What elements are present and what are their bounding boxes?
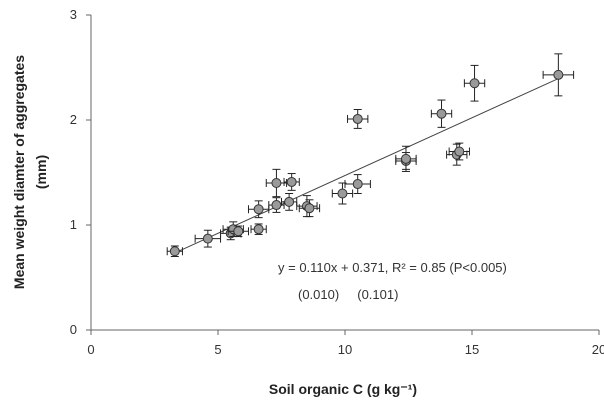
point-marker — [253, 204, 264, 215]
point-marker — [253, 224, 264, 235]
point-marker — [352, 179, 363, 190]
data-point — [430, 99, 453, 128]
y-tick-label: 1 — [70, 217, 77, 232]
data-point — [281, 193, 298, 211]
data-point — [194, 229, 222, 248]
point-marker — [400, 153, 411, 164]
point-marker — [337, 188, 348, 199]
data-point — [247, 200, 270, 219]
data-point — [283, 173, 300, 191]
y-axis-title-line2: (mm) — [33, 155, 49, 189]
x-tick-label: 5 — [214, 342, 221, 357]
data-point — [463, 64, 486, 102]
x-axis-title: Soil organic C (g kg⁻¹) — [269, 381, 417, 397]
point-marker — [233, 226, 244, 237]
data-point — [166, 245, 183, 257]
x-ticks: 0 5 10 15 20 — [87, 330, 604, 357]
y-tick-label: 3 — [70, 7, 77, 22]
data-point — [265, 168, 288, 198]
y-axis-title: Mean weight diamter of aggregates (mm) — [11, 55, 49, 289]
point-marker — [271, 178, 282, 188]
regression-equation: y = 0.110x + 0.371, R² = 0.85 (P<0.005) — [278, 260, 507, 275]
trend-line — [174, 78, 559, 254]
y-tick-label: 2 — [70, 112, 77, 127]
data-point — [344, 174, 371, 194]
data-point — [250, 223, 267, 235]
axes: 0 5 10 15 20 0 1 2 3 — [70, 7, 604, 357]
point-marker — [553, 69, 564, 80]
data-point — [395, 145, 417, 172]
point-marker — [169, 246, 180, 257]
point-marker — [469, 78, 480, 89]
y-tick-label: 0 — [70, 322, 77, 337]
data-points — [166, 53, 575, 257]
data-point — [227, 225, 249, 238]
y-axis-title-line1: Mean weight diamter of aggregates — [11, 55, 27, 289]
x-tick-label: 10 — [338, 342, 352, 357]
point-marker — [454, 146, 465, 157]
x-tick-label: 0 — [87, 342, 94, 357]
regression-standard-errors: (0.010) (0.101) — [298, 287, 398, 302]
data-point — [347, 109, 369, 129]
data-point — [448, 142, 470, 161]
point-marker — [284, 196, 295, 207]
data-point — [331, 182, 354, 205]
x-tick-label: 20 — [592, 342, 604, 357]
point-marker — [202, 233, 213, 244]
point-marker — [286, 176, 297, 187]
x-tick-label: 15 — [465, 342, 479, 357]
data-point — [542, 53, 575, 97]
y-ticks: 0 1 2 3 — [70, 7, 91, 337]
point-marker — [352, 113, 363, 124]
data-point — [298, 199, 321, 218]
point-marker — [271, 200, 282, 211]
data-point — [268, 197, 285, 213]
point-marker — [304, 203, 315, 214]
point-marker — [436, 108, 447, 119]
